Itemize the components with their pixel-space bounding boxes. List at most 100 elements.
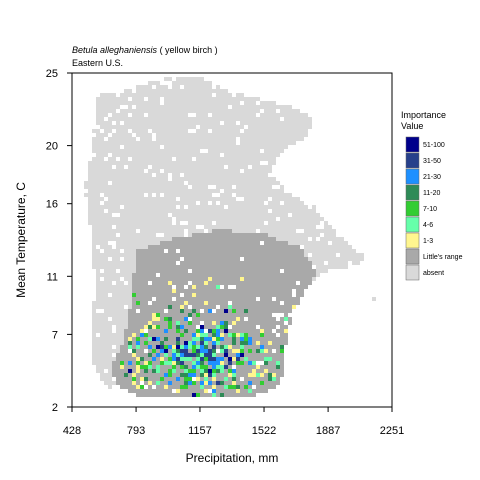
- heatmap-cell: [108, 201, 112, 205]
- heatmap-cell: [192, 153, 196, 157]
- heatmap-cell: [264, 321, 268, 325]
- heatmap-cell: [132, 333, 136, 337]
- heatmap-cell: [136, 329, 140, 333]
- heatmap-cell: [128, 137, 132, 141]
- heatmap-cell: [248, 385, 252, 389]
- heatmap-cell: [116, 237, 120, 241]
- heatmap-cell: [168, 217, 172, 221]
- heatmap-cell: [232, 353, 236, 357]
- heatmap-cell: [208, 261, 212, 265]
- heatmap-cell: [284, 193, 288, 197]
- heatmap-cell: [136, 93, 140, 97]
- heatmap-cell: [220, 297, 224, 301]
- heatmap-cell: [124, 173, 128, 177]
- heatmap-cell: [308, 209, 312, 213]
- chart-title-common: ( yellow birch ): [157, 45, 218, 55]
- heatmap-cell: [184, 213, 188, 217]
- heatmap-cell: [256, 117, 260, 121]
- heatmap-cell: [104, 97, 108, 101]
- heatmap-cell: [112, 297, 116, 301]
- heatmap-cell: [100, 161, 104, 165]
- heatmap-cell: [124, 257, 128, 261]
- heatmap-cell: [168, 197, 172, 201]
- heatmap-cell: [216, 133, 220, 137]
- heatmap-cell: [100, 133, 104, 137]
- heatmap-cell: [156, 113, 160, 117]
- heatmap-cell: [208, 237, 212, 241]
- heatmap-cell: [196, 297, 200, 301]
- heatmap-cell: [208, 373, 212, 377]
- heatmap-cell: [256, 221, 260, 225]
- heatmap-cell: [292, 213, 296, 217]
- heatmap-cell: [180, 185, 184, 189]
- heatmap-cell: [284, 253, 288, 257]
- heatmap-cell: [96, 181, 100, 185]
- heatmap-cell: [280, 357, 284, 361]
- heatmap-cell: [96, 237, 100, 241]
- heatmap-cell: [232, 229, 236, 233]
- heatmap-cell: [196, 341, 200, 345]
- heatmap-cell: [96, 285, 100, 289]
- heatmap-cell: [112, 145, 116, 149]
- heatmap-cell: [176, 117, 180, 121]
- heatmap-cell: [264, 133, 268, 137]
- heatmap-cell: [188, 277, 192, 281]
- heatmap-cell: [136, 241, 140, 245]
- heatmap-cell: [292, 209, 296, 213]
- heatmap-cell: [320, 237, 324, 241]
- heatmap-cell: [224, 377, 228, 381]
- heatmap-cell: [164, 101, 168, 105]
- heatmap-cell: [216, 85, 220, 89]
- heatmap-cell: [288, 301, 292, 305]
- heatmap-cell: [220, 345, 224, 349]
- heatmap-cell: [136, 141, 140, 145]
- heatmap-cell: [96, 189, 100, 193]
- heatmap-cell: [280, 109, 284, 113]
- heatmap-cell: [116, 121, 120, 125]
- heatmap-cell: [240, 109, 244, 113]
- heatmap-cell: [300, 209, 304, 213]
- heatmap-cell: [284, 201, 288, 205]
- heatmap-cell: [180, 313, 184, 317]
- heatmap-cell: [132, 209, 136, 213]
- heatmap-cell: [228, 309, 232, 313]
- heatmap-cell: [340, 249, 344, 253]
- heatmap-cell: [132, 365, 136, 369]
- heatmap-cell: [124, 145, 128, 149]
- heatmap-cell: [220, 261, 224, 265]
- heatmap-cell: [216, 189, 220, 193]
- heatmap-cell: [120, 337, 124, 341]
- heatmap-cell: [212, 109, 216, 113]
- heatmap-cell: [280, 145, 284, 149]
- heatmap-cell: [136, 285, 140, 289]
- heatmap-cell: [108, 205, 112, 209]
- heatmap-cell: [144, 145, 148, 149]
- heatmap-cell: [104, 305, 108, 309]
- heatmap-cell: [148, 113, 152, 117]
- heatmap-cell: [156, 281, 160, 285]
- heatmap-cell: [156, 157, 160, 161]
- heatmap-cell: [120, 141, 124, 145]
- heatmap-cell: [204, 117, 208, 121]
- heatmap-cell: [92, 141, 96, 145]
- heatmap-cell: [196, 137, 200, 141]
- heatmap-cell: [124, 253, 128, 257]
- heatmap-cell: [172, 373, 176, 377]
- heatmap-cell: [184, 341, 188, 345]
- legend-swatch: [405, 184, 420, 201]
- heatmap-cell: [168, 389, 172, 393]
- heatmap-cell: [220, 257, 224, 261]
- heatmap-cell: [272, 121, 276, 125]
- heatmap-cell: [232, 249, 236, 253]
- heatmap-cell: [196, 129, 200, 133]
- heatmap-cell: [88, 205, 92, 209]
- heatmap-cell: [140, 261, 144, 265]
- heatmap-cell: [272, 209, 276, 213]
- heatmap-cell: [256, 309, 260, 313]
- heatmap-cell: [312, 237, 316, 241]
- heatmap-cell: [248, 229, 252, 233]
- heatmap-cell: [172, 237, 176, 241]
- heatmap-cell: [172, 277, 176, 281]
- heatmap-cell: [272, 141, 276, 145]
- heatmap-cell: [108, 361, 112, 365]
